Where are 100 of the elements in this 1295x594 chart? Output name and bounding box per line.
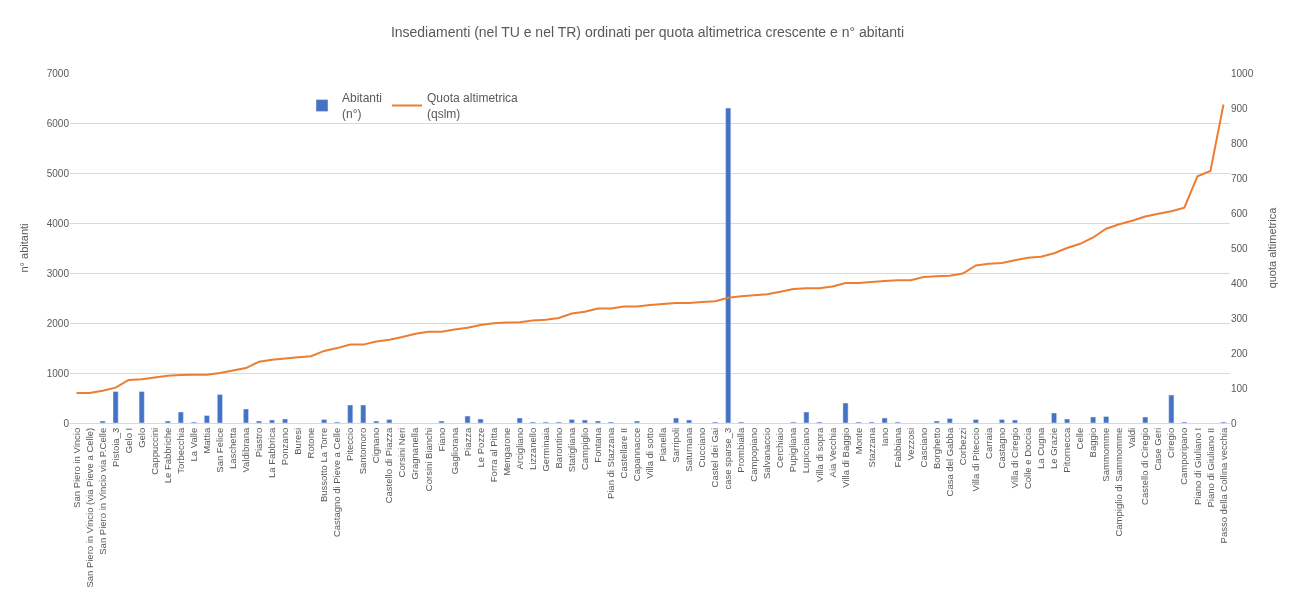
x-tick-label: Corsini Neri — [396, 427, 408, 478]
x-tick-label: Campopiano — [748, 427, 760, 482]
y2-tick-label: 100 — [1231, 382, 1249, 394]
x-tick-label: Fiano — [435, 427, 447, 452]
x-tick-label: Castello di Ciregio — [1139, 427, 1151, 505]
bar — [321, 419, 328, 423]
x-tick-label: Valdi — [1126, 427, 1138, 449]
y2-tick-label: 900 — [1231, 102, 1249, 114]
y-tick-label: 0 — [63, 417, 70, 429]
bar — [803, 411, 810, 423]
x-tick-label: Sammomme — [1100, 427, 1112, 482]
x-tick-label: Campiglio di Sammomme — [1113, 427, 1125, 537]
x-tick-label: Germinaia — [539, 427, 551, 472]
bar — [686, 419, 692, 423]
x-tick-label: Capannacce — [631, 427, 643, 482]
x-tick-label: Cucciano — [696, 427, 708, 468]
bar — [725, 107, 732, 423]
x-tick-label: San Piero in Vincio via P.Celle — [96, 427, 108, 555]
bar — [1012, 419, 1018, 423]
x-tick-label: Piano di Giuliano II — [1204, 427, 1216, 508]
x-tick-label: Castagno — [996, 427, 1007, 469]
x-tick-label: Villa di Piteccio — [969, 427, 981, 492]
x-tick-label: Lupicciano — [800, 427, 812, 474]
x-tick-label: Ponzano — [279, 427, 291, 466]
x-tick-label: Arcigliano — [513, 427, 525, 470]
y-tick-label: 1000 — [46, 367, 70, 379]
x-tick-label: Castello di Piazza — [383, 427, 395, 504]
y-tick-label: 7000 — [46, 67, 70, 79]
x-tick-label: Pian di Stazzana — [604, 427, 616, 500]
x-tick-label: Statigliana — [565, 427, 577, 473]
bar — [373, 420, 380, 423]
bar — [581, 419, 588, 423]
x-tick-label: Barontino — [552, 427, 564, 469]
x-tick-label: Saturnana — [683, 427, 695, 472]
y-tick-label: 5000 — [46, 167, 70, 179]
x-tick-label: Casa del Gabba — [943, 427, 955, 497]
x-tick-label: Torbecchia — [174, 427, 186, 474]
x-tick-label: Castagno di Pieve a Celle — [331, 427, 343, 538]
bar — [972, 419, 979, 423]
x-tick-label: La Cugna — [1035, 427, 1047, 469]
x-tick-label: Le Fabbriche — [161, 427, 173, 484]
bar — [1090, 416, 1096, 423]
chart-title: Insediamenti (nel TU e nel TR) ordinati per quota altimetrica crescente e n° abitanti — [390, 23, 905, 40]
x-tick-label: Casciano — [917, 427, 929, 468]
bar — [477, 418, 484, 423]
bar — [386, 419, 393, 423]
x-tick-label: Celle — [1074, 427, 1086, 450]
bar — [946, 418, 953, 423]
x-tick-label: Pistoia_3 — [109, 427, 121, 467]
x-tick-label: Fontana — [591, 427, 603, 463]
line-series — [75, 103, 1225, 394]
y-tick-label: 4000 — [46, 217, 70, 229]
x-tick-label: La Fabbrica — [266, 427, 278, 478]
x-tick-label: Piastro — [253, 427, 265, 458]
bar — [634, 420, 640, 423]
bar — [516, 417, 523, 423]
x-tick-label: San Piero in Vincio (via Pieve a Celle) — [83, 427, 95, 588]
bar — [1103, 416, 1110, 423]
x-tick-label: Cerchiaio — [774, 427, 786, 468]
x-tick-label: Le Pozze — [474, 427, 486, 468]
bar — [282, 418, 288, 423]
x-tick-label: Pitornecca — [1061, 427, 1073, 473]
x-tick-label: Piano di Giuliano I — [1191, 427, 1203, 505]
x-tick-label: Pianella — [657, 427, 669, 462]
x-tick-label: Gragnanella — [409, 427, 421, 480]
x-tick-label: Forra al Pitta — [487, 427, 499, 483]
y2-tick-label: 400 — [1231, 277, 1249, 289]
bar — [204, 415, 210, 423]
legend-label: Abitanti (n°) — [342, 91, 383, 122]
x-tick-label: Gelo I — [122, 427, 134, 454]
bar — [933, 420, 940, 423]
x-tick-label: Piazza — [461, 427, 473, 457]
x-tick-label: Villa di sotto — [644, 427, 656, 479]
legend-label: Quota altimetrica (qslm) — [427, 91, 519, 122]
x-tick-label: Santomoro — [357, 427, 369, 475]
y2-tick-label: 500 — [1231, 242, 1249, 254]
y2-tick-label: 200 — [1231, 347, 1249, 359]
bar — [256, 420, 262, 423]
x-tick-label: Castel dei Gai — [709, 427, 721, 488]
x-tick-label: Aia Vecchia — [826, 427, 838, 478]
x-tick-label: Villa di Ciregio — [1009, 427, 1021, 489]
bar — [99, 420, 106, 423]
bar — [1064, 418, 1070, 423]
bar — [177, 411, 184, 423]
y-tick-label: 2000 — [46, 317, 70, 329]
y-tick-label: 3000 — [46, 267, 70, 279]
bar — [243, 408, 249, 423]
y2-tick-label: 700 — [1231, 172, 1249, 184]
y2-axis-title: quota altimetrica — [1265, 206, 1278, 289]
bar — [673, 417, 679, 423]
bar — [164, 420, 171, 423]
x-tick-label: La Valle — [187, 427, 199, 462]
y2-tick-label: 0 — [1231, 417, 1237, 429]
x-tick-label: Lizzanello — [526, 427, 538, 471]
x-tick-label: Rotone — [305, 427, 317, 459]
y2-tick-label: 600 — [1231, 207, 1249, 219]
bar — [347, 404, 354, 423]
x-tick-label: Cappuccini — [148, 427, 160, 475]
bar — [842, 402, 849, 423]
x-tick-label: Gelo — [135, 427, 147, 448]
